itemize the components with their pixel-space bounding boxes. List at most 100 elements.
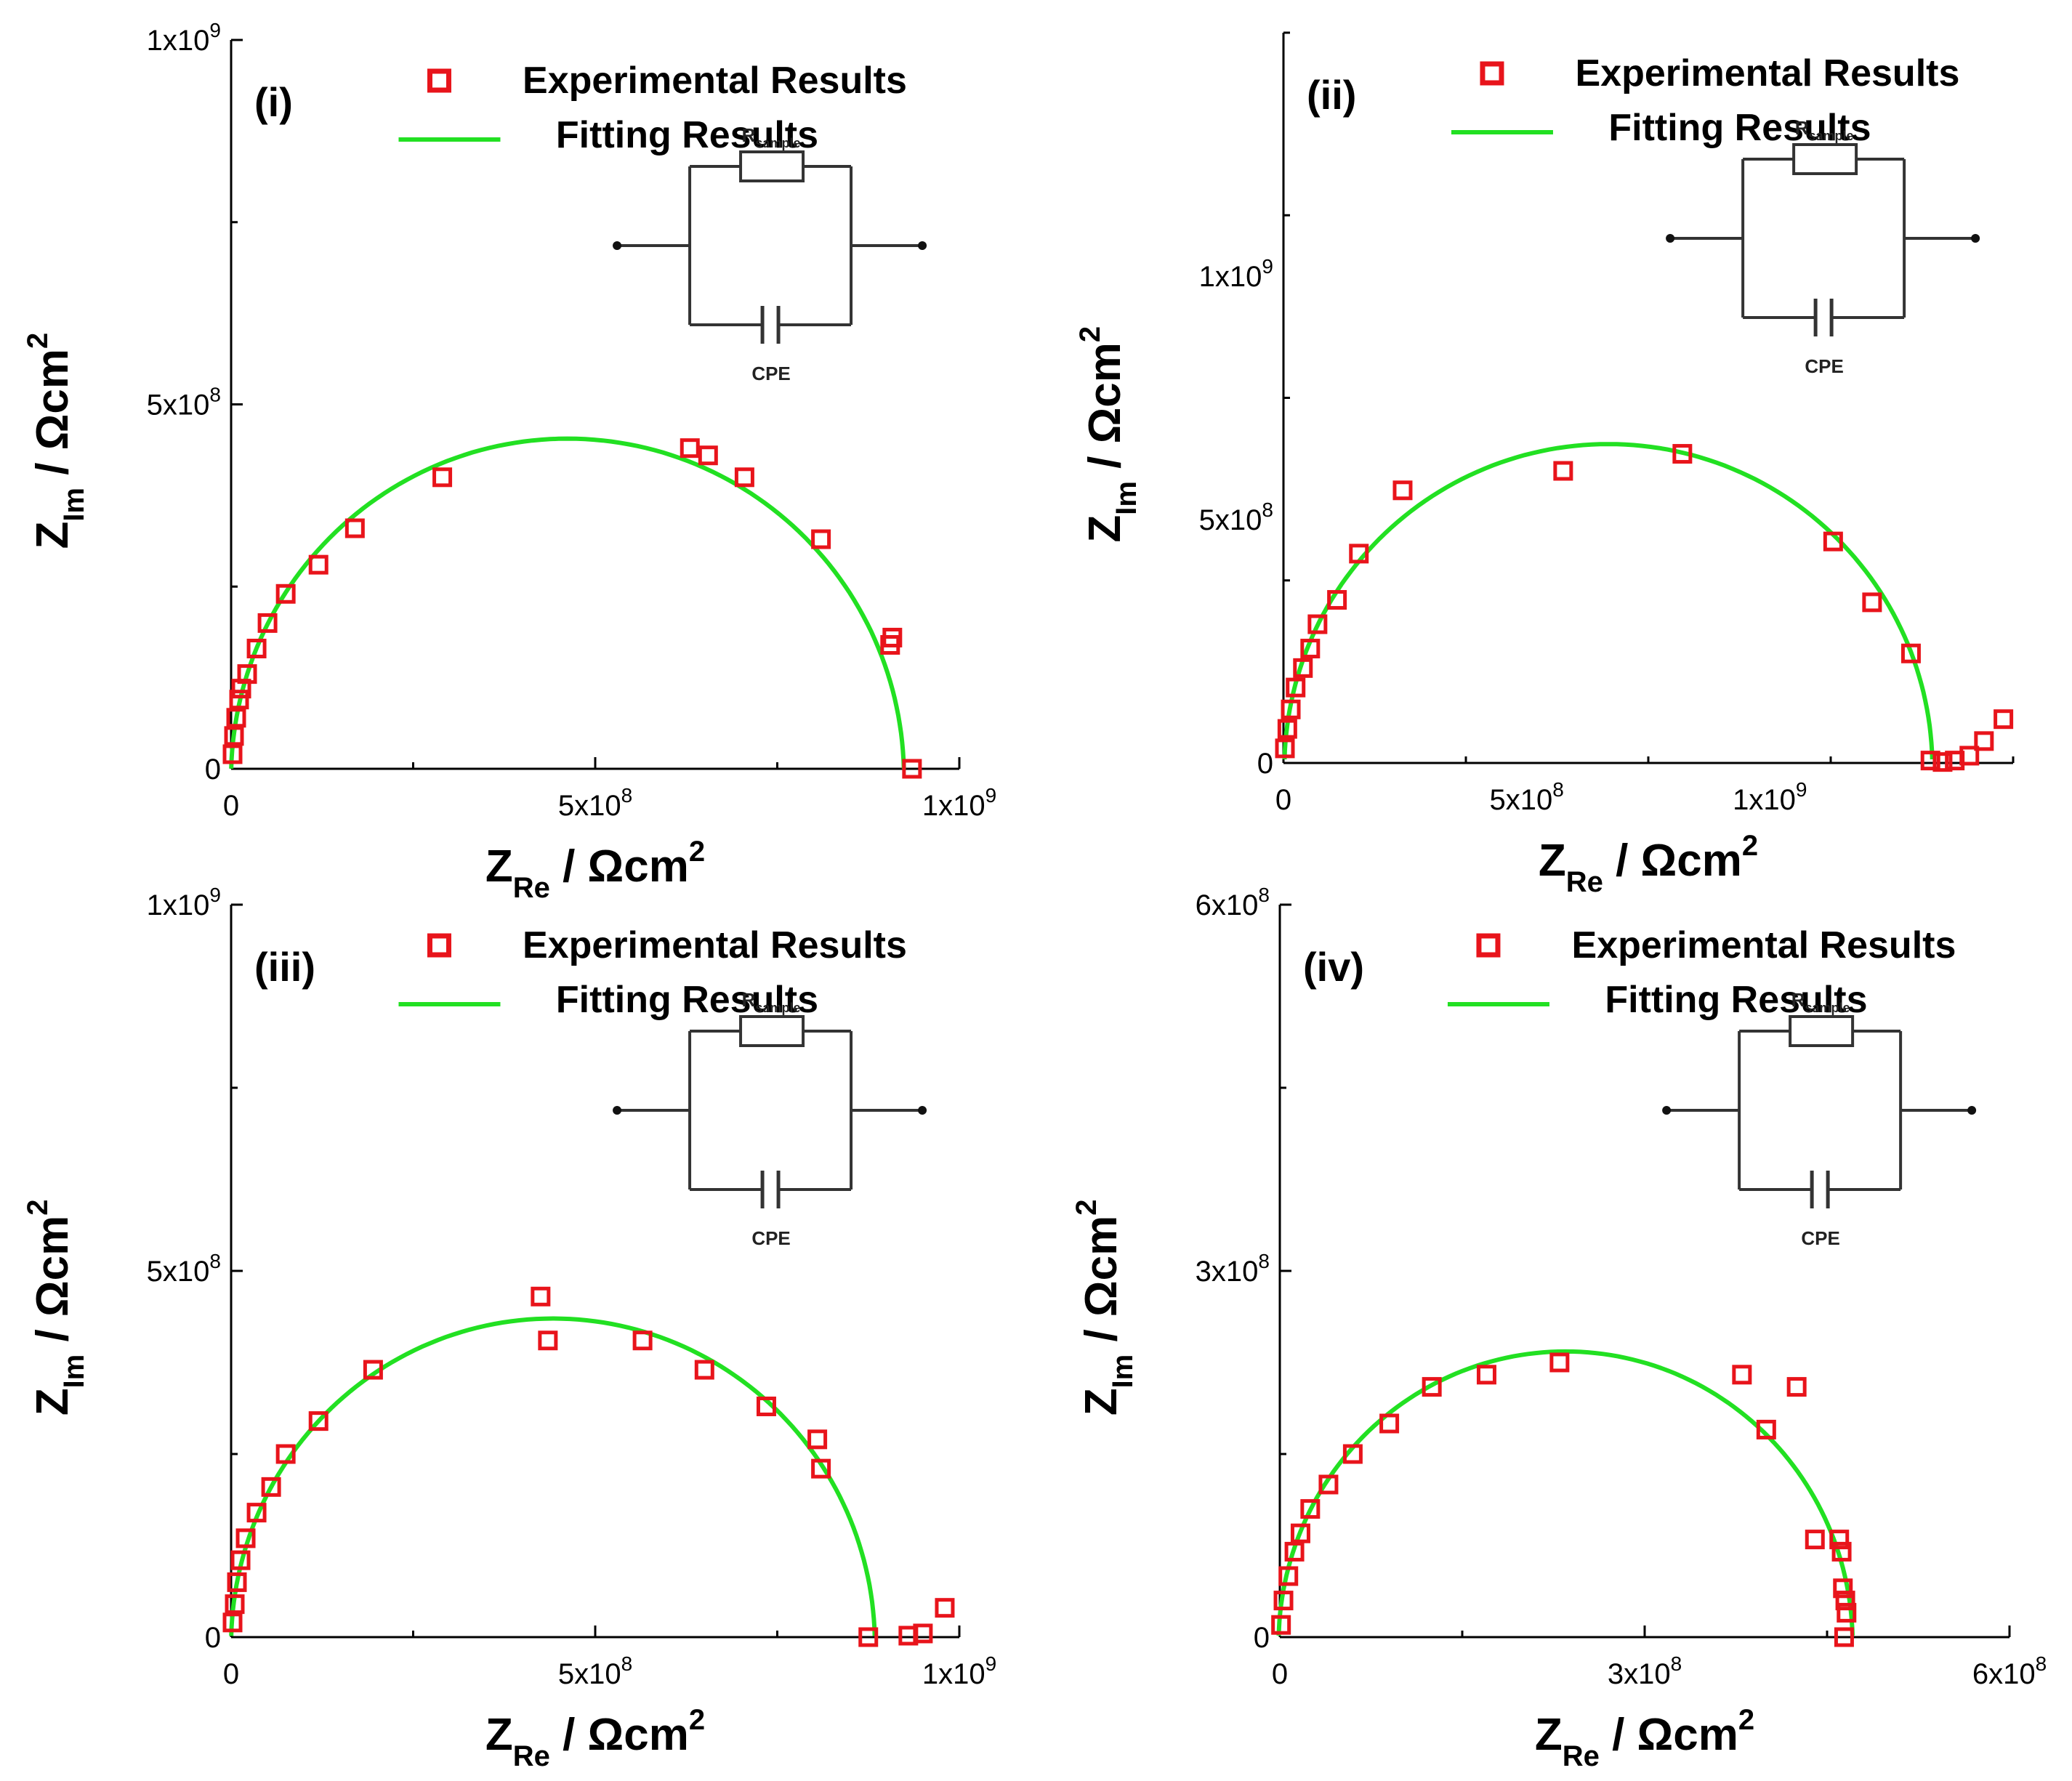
circuit-terminal-right [1971, 234, 1980, 243]
experimental-point [1342, 1444, 1363, 1464]
legend-experimental-label: Experimental Results [1576, 52, 1960, 94]
experimental-point [1293, 658, 1313, 678]
legend-fitting-label: Fitting Results [1605, 979, 1867, 1021]
cpe-label: CPE [1805, 355, 1843, 377]
x-axis-unit: / Ωcm [550, 841, 689, 892]
experimental-point [237, 664, 257, 684]
resistor-symbol [739, 1015, 805, 1047]
experimental-point [1300, 1499, 1321, 1519]
y-tick-label: 5x108 [1199, 498, 1273, 536]
x-axis-title: ZRe / Ωcm2 [1535, 1704, 1754, 1772]
y-tick-exponent: 9 [209, 19, 221, 41]
experimental-point [1284, 1541, 1305, 1562]
y-axis-unit: / Ωcm [28, 1216, 78, 1354]
experimental-point [680, 438, 700, 459]
experimental-point [222, 1612, 243, 1633]
experimental-point [694, 1360, 714, 1380]
circuit-terminal-right [918, 1106, 927, 1115]
experimental-point [1327, 590, 1347, 610]
resistor-subscript: sample [1805, 1001, 1850, 1015]
x-axis-subscript: Re [513, 872, 550, 904]
x-tick-exponent: 9 [1796, 778, 1807, 801]
y-tick-label: 1x109 [1199, 255, 1273, 293]
cpe-label: CPE [751, 1227, 790, 1249]
x-axis-subscript: Re [1566, 866, 1603, 898]
experimental-point [1786, 1377, 1807, 1397]
y-axis-title: ZIm / Ωcm2 [1074, 326, 1142, 543]
experimental-point [935, 1598, 955, 1618]
experimental-point [1974, 731, 1994, 751]
experimental-point [275, 1444, 296, 1464]
experimental-point [432, 467, 453, 488]
y-tick-exponent: 8 [209, 384, 221, 406]
y-axis-title: ZIm / Ωcm2 [22, 333, 90, 549]
experimental-point [275, 583, 296, 604]
x-axis-unit: / Ωcm [1603, 836, 1742, 886]
experimental-point [1273, 1591, 1294, 1611]
y-tick-exponent: 9 [1262, 255, 1273, 278]
fitting-curve [229, 436, 906, 769]
x-tick-label: 0 [1275, 784, 1291, 816]
chart-panel-iii: 0 5x108 1x109 0 5x108 1x109 ZRe / Ωcm2 ZIm / Ωc… [0, 884, 1036, 1781]
experimental-point [1834, 1627, 1854, 1647]
chart-svg-iii: 0 5x108 1x109 0 5x108 1x109 ZRe / Ωcm2 ZIm / Ωc… [22, 884, 996, 1772]
x-tick-exponent: 8 [2036, 1652, 2047, 1675]
x-tick-label: 1x109 [1733, 778, 1807, 816]
y-axis-unit: / Ωcm [1080, 342, 1130, 481]
y-tick-label: 0 [1254, 1622, 1270, 1654]
x-tick-label: 5x108 [558, 1652, 632, 1690]
experimental-point [1318, 1474, 1339, 1495]
panel-label: (ii) [1307, 72, 1356, 118]
experimental-point [1920, 751, 1940, 771]
chart-svg-ii: 0 5x108 1x109 0 5x108 1x109 ZRe / Ωcm2 ZIm / Ωc… [1074, 31, 2015, 898]
x-tick-label: 6x108 [1972, 1652, 2047, 1690]
y-tick-label: 0 [205, 1622, 221, 1654]
experimental-point [1277, 719, 1297, 739]
x-axis-exponent: 2 [1738, 1704, 1754, 1736]
experimental-point [222, 744, 243, 764]
x-axis-subscript: Re [1563, 1740, 1600, 1772]
experimental-point [246, 1503, 267, 1523]
panel-label: (i) [254, 79, 293, 125]
y-axis-title: ZIm / Ωcm2 [1071, 1199, 1139, 1415]
x-tick-exponent: 8 [1671, 1652, 1682, 1675]
experimental-point [1286, 677, 1306, 698]
x-tick-label: 0 [223, 1658, 239, 1690]
experimental-point [698, 445, 718, 466]
x-tick-exponent: 8 [621, 1652, 633, 1675]
panel-label: (iii) [254, 944, 315, 990]
experimental-point [538, 1330, 558, 1351]
y-axis-subscript: Im [58, 488, 90, 522]
y-tick-label: 5x108 [147, 1250, 221, 1288]
experimental-point [227, 1572, 247, 1592]
y-axis-subscript: Im [58, 1354, 90, 1389]
x-axis-exponent: 2 [1742, 830, 1758, 862]
experimental-point [1275, 738, 1295, 759]
experimental-point [1837, 1602, 1857, 1623]
experimental-point [1672, 444, 1693, 464]
y-tick-label: 0 [1257, 748, 1273, 780]
circuit-terminal-left [1666, 234, 1675, 243]
resistor-symbol [1789, 1015, 1855, 1047]
experimental-point [1932, 752, 1953, 772]
experimental-point [1300, 639, 1321, 659]
legend-experimental-marker [1480, 61, 1504, 86]
legend-experimental-label: Experimental Results [523, 60, 907, 102]
y-axis-exponent: 2 [1071, 1199, 1102, 1215]
cpe-label: CPE [751, 363, 790, 384]
x-tick-exponent: 8 [1552, 778, 1564, 801]
chart-svg-iv: 0 3x108 6x108 0 3x108 6x108 ZRe / Ωcm2 ZIm / Ωc… [1071, 884, 2047, 1772]
x-tick-exponent: 8 [621, 784, 633, 807]
experimental-point [344, 518, 365, 538]
cpe-label: CPE [1801, 1227, 1839, 1249]
experimental-point [1829, 1530, 1850, 1550]
experimental-point [1307, 614, 1328, 634]
experimental-point [1862, 592, 1882, 613]
circuit-terminal-right [1967, 1106, 1977, 1115]
x-axis-title: ZRe / Ωcm2 [1539, 830, 1758, 898]
fitting-curve [229, 1316, 877, 1636]
experimental-point [1732, 1365, 1752, 1385]
